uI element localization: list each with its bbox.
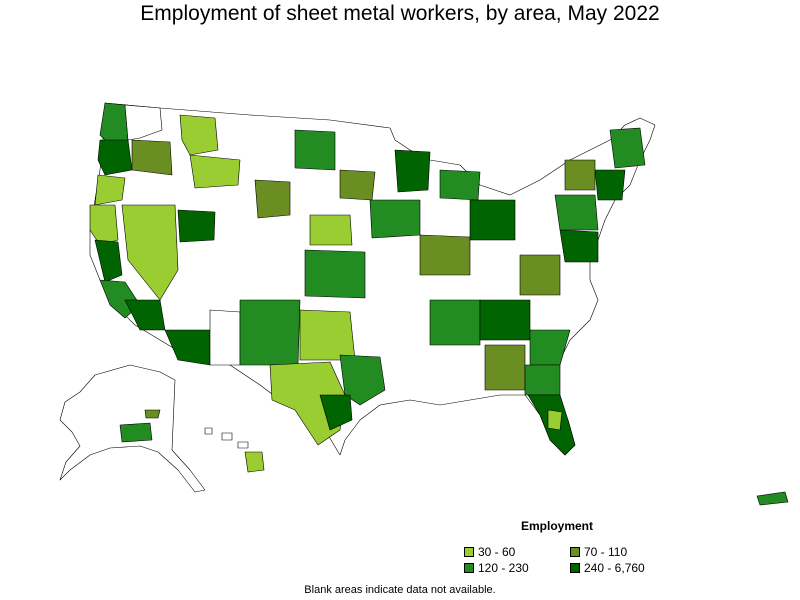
legend-label: 240 - 6,760 bbox=[584, 561, 645, 575]
legend-label: 30 - 60 bbox=[478, 545, 516, 559]
footnote: Blank areas indicate data not available. bbox=[0, 584, 800, 596]
legend-swatch bbox=[464, 547, 474, 557]
hawaii-1 bbox=[204, 427, 213, 435]
map-title: Employment of sheet metal workers, by ar… bbox=[140, 2, 660, 25]
puerto-rico bbox=[756, 491, 789, 506]
legend-item-70-110: 70 - 110 bbox=[570, 545, 627, 559]
legend-item-120-230: 120 - 230 bbox=[464, 561, 529, 575]
legend-swatch bbox=[464, 563, 474, 573]
hawaii-3 bbox=[237, 441, 249, 449]
contiguous-us bbox=[89, 102, 656, 456]
hawaii-2 bbox=[221, 432, 233, 441]
legend-item-30-60: 30 - 60 bbox=[464, 545, 515, 559]
footnote-text: Blank areas indicate data not available. bbox=[304, 584, 496, 596]
legend-item-240-6760: 240 - 6,760 bbox=[570, 561, 645, 575]
legend-swatch bbox=[570, 547, 580, 557]
legend-label: 120 - 230 bbox=[478, 561, 529, 575]
legend-swatch bbox=[570, 563, 580, 573]
legend-label: 70 - 110 bbox=[584, 545, 628, 559]
legend: 30 - 60 70 - 110 120 - 230 240 - 6,760 bbox=[464, 545, 704, 581]
legend-title: Employment bbox=[521, 519, 594, 533]
hawaii-big-island bbox=[244, 451, 265, 473]
